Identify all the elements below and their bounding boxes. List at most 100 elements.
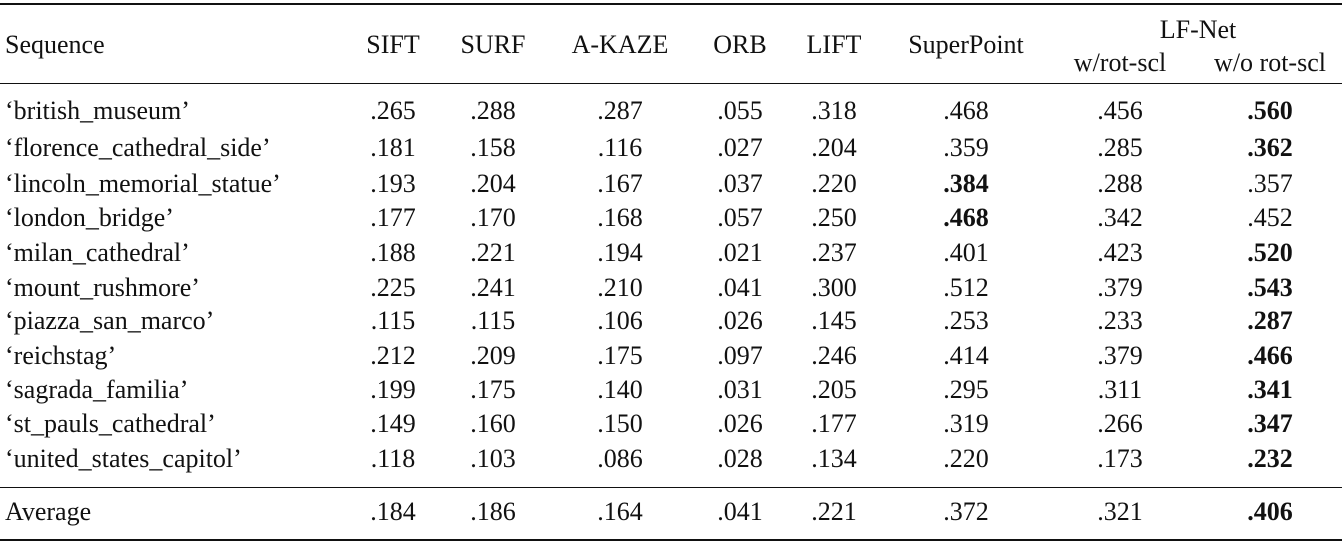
cell: .225 xyxy=(370,273,416,302)
cell: .342 xyxy=(1097,203,1143,232)
cell: .560 xyxy=(1247,96,1293,125)
cell: .118 xyxy=(370,444,416,473)
cell: .311 xyxy=(1097,375,1143,404)
cell: .158 xyxy=(470,133,516,162)
cell: .423 xyxy=(1097,238,1143,267)
cell: .115 xyxy=(370,306,416,335)
cell: .027 xyxy=(717,133,763,162)
cell: .288 xyxy=(470,96,516,125)
cell: .145 xyxy=(811,306,857,335)
cell: .160 xyxy=(470,409,516,438)
cell: .456 xyxy=(1097,96,1143,125)
cell: .232 xyxy=(1247,444,1293,473)
header-cell: SIFT xyxy=(366,30,420,59)
cell: .134 xyxy=(811,444,857,473)
cell: .233 xyxy=(1097,306,1143,335)
cell: .181 xyxy=(370,133,416,162)
cell: .543 xyxy=(1247,273,1293,302)
row-label: ‘milan_cathedral’ xyxy=(5,238,190,267)
cell: .184 xyxy=(370,497,416,526)
row-label: Average xyxy=(5,497,92,526)
cell: .362 xyxy=(1247,133,1293,162)
cell: .177 xyxy=(811,409,857,438)
cell: .037 xyxy=(717,169,763,198)
cell: .149 xyxy=(370,409,416,438)
cell: .199 xyxy=(370,375,416,404)
cell: .204 xyxy=(811,133,857,162)
cell: .414 xyxy=(943,341,989,370)
average-rule xyxy=(0,487,1342,488)
group-header: LF-Net xyxy=(1159,15,1237,44)
cell: .164 xyxy=(597,497,643,526)
cell: .193 xyxy=(370,169,416,198)
cell: .237 xyxy=(811,238,857,267)
cell: .055 xyxy=(717,96,763,125)
cell: .168 xyxy=(597,203,643,232)
cell: .210 xyxy=(597,273,643,302)
header-cell: SURF xyxy=(460,30,526,59)
subheader-cell: w/rot-scl xyxy=(1073,48,1167,77)
cell: .140 xyxy=(597,375,643,404)
cell: .379 xyxy=(1097,341,1143,370)
cell: .031 xyxy=(717,375,763,404)
row-label: ‘st_pauls_cathedral’ xyxy=(5,409,216,438)
cell: .401 xyxy=(943,238,989,267)
cell: .173 xyxy=(1097,444,1143,473)
cell: .241 xyxy=(470,273,516,302)
subheader-cell: w/o rot-scl xyxy=(1214,48,1326,77)
cell: .103 xyxy=(470,444,516,473)
top-rule xyxy=(0,3,1342,5)
cell: .321 xyxy=(1097,497,1143,526)
cell: .204 xyxy=(470,169,516,198)
cell: .106 xyxy=(597,306,643,335)
cell: .167 xyxy=(597,169,643,198)
row-label: ‘florence_cathedral_side’ xyxy=(5,133,271,162)
cell: .379 xyxy=(1097,273,1143,302)
header-cell: ORB xyxy=(713,30,767,59)
cell: .177 xyxy=(370,203,416,232)
cell: .285 xyxy=(1097,133,1143,162)
cell: .026 xyxy=(717,306,763,335)
cell: .512 xyxy=(943,273,989,302)
cell: .466 xyxy=(1247,341,1293,370)
cell: .209 xyxy=(470,341,516,370)
cell: .175 xyxy=(470,375,516,404)
row-label: ‘piazza_san_marco’ xyxy=(5,306,215,335)
cell: .115 xyxy=(470,306,516,335)
cell: .266 xyxy=(1097,409,1143,438)
cell: .300 xyxy=(811,273,857,302)
cell: .150 xyxy=(597,409,643,438)
row-label: ‘london_bridge’ xyxy=(5,203,174,232)
cell: .288 xyxy=(1097,169,1143,198)
cell: .246 xyxy=(811,341,857,370)
cell: .057 xyxy=(717,203,763,232)
header-cell: A-KAZE xyxy=(571,30,669,59)
cell: .170 xyxy=(470,203,516,232)
cell: .116 xyxy=(597,133,643,162)
cell: .220 xyxy=(811,169,857,198)
row-label: ‘reichstag’ xyxy=(5,341,117,370)
cell: .406 xyxy=(1247,497,1293,526)
cell: .220 xyxy=(943,444,989,473)
header-cell: LIFT xyxy=(806,30,862,59)
bottom-rule xyxy=(0,539,1342,541)
cell: .265 xyxy=(370,96,416,125)
cell: .452 xyxy=(1247,203,1293,232)
header-rule xyxy=(0,83,1342,84)
cell: .384 xyxy=(943,169,989,198)
header-cell: SuperPoint xyxy=(908,30,1024,59)
cell: .253 xyxy=(943,306,989,335)
header-cell: Sequence xyxy=(5,30,105,59)
cell: .021 xyxy=(717,238,763,267)
cell: .341 xyxy=(1247,375,1293,404)
cell: .188 xyxy=(370,238,416,267)
cell: .221 xyxy=(811,497,857,526)
cell: .028 xyxy=(717,444,763,473)
cell: .097 xyxy=(717,341,763,370)
cell: .194 xyxy=(597,238,643,267)
cell: .212 xyxy=(370,341,416,370)
row-label: ‘british_museum’ xyxy=(5,96,190,125)
cell: .357 xyxy=(1247,169,1293,198)
cell: .041 xyxy=(717,497,763,526)
